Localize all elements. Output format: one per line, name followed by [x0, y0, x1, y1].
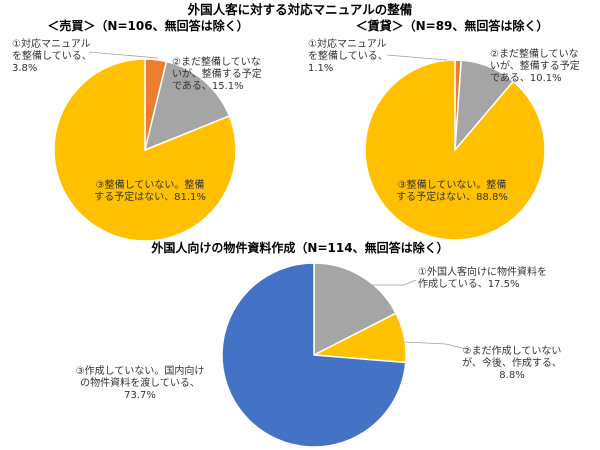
chart-title-rental: ＜賃貸＞（N=89、無回答は除く）: [356, 18, 549, 33]
pie-chart-rental: ①対応マニュアルを整備している、 1.1% ②まだ整備していないが、整備する予定であ…: [308, 37, 580, 241]
leader-line-docs-2: [404, 341, 471, 351]
pie-chart-property-docs: ①外国人客向けに物件資料を作成している、17.5% ②まだ作成していないが、今後、…: [76, 262, 562, 448]
slice-label-sales-2: ②まだ整備していないが、整備する予定である、15.1%: [172, 55, 262, 92]
slice-label-rental-3: ③整備していない。整備する予定はない、88.8%: [396, 178, 508, 203]
pie-slice-sales-2: [143, 60, 231, 152]
pie-slice-docs-1: [313, 262, 397, 357]
slice-label-sales-3: ③整備していない。整備する予定はない、81.1%: [94, 178, 206, 203]
chart-title-sales: ＜売買＞（N=106、無回答は除く）: [47, 18, 248, 33]
chart-title-property-docs: 外国人向けの物件資料作成（N=114、無回答は除く）: [151, 240, 448, 255]
leader-line-sales-1: [88, 51, 159, 59]
leader-line-rental-2: [480, 77, 488, 81]
slice-label-rental-1: ①対応マニュアルを整備している、 1.1%: [308, 37, 388, 74]
slice-label-docs-3: ③作成していない。国内向けの物件資料を渡している、 73.7%: [76, 364, 205, 401]
slice-label-docs-1: ①外国人客向けに物件資料を作成している、17.5%: [418, 265, 547, 290]
pie-slice-docs-3: [221, 262, 407, 448]
leader-line-docs-1: [372, 279, 417, 286]
slice-label-sales-1: ①対応マニュアルを整備している、 3.8%: [12, 37, 92, 74]
leader-line-rental-1: [386, 54, 448, 61]
slice-label-docs-2: ②まだ作成していないが、今後、作成する、 8.8%: [462, 345, 562, 381]
slice-label-rental-2: ②まだ整備していないが、整備する予定である、10.1%: [490, 47, 580, 84]
pie-chart-sales: ①対応マニュアルを整備している、 3.8% ②まだ整備していないが、整備する予定であ…: [12, 37, 262, 242]
page-title: 外国人客に対する対応マニュアルの整備: [187, 2, 413, 17]
pie-slice-rental-3: [364, 59, 546, 241]
pie-slice-sales-3: [53, 58, 237, 242]
